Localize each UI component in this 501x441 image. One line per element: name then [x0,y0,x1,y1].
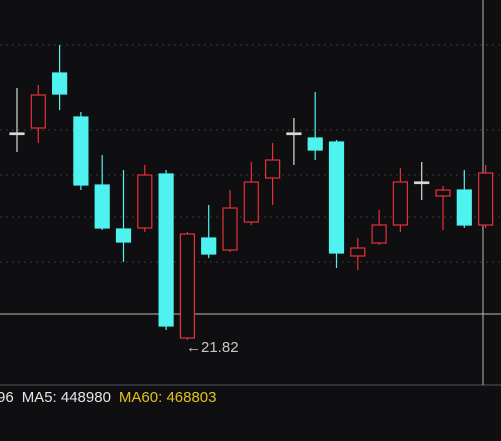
candle-body [456,189,472,226]
candle-body [371,224,387,244]
candle-body [350,247,366,257]
legend-entry: 96 [0,389,14,406]
legend-entry: MA5: 448980 [22,389,111,406]
candle-body [435,189,451,197]
candle-body [9,132,25,136]
candle-body [115,228,132,243]
candle-body [222,207,238,251]
candle-body [158,173,174,327]
candle-body [201,237,217,255]
candle-body [265,159,281,179]
candle-body [414,181,430,185]
candle-body [243,181,259,223]
candle-body [328,141,345,254]
candle-body [30,94,46,129]
candles [9,45,494,340]
legend-entry: MA60: 468803 [119,389,217,406]
low-annotation: ←21.82 [186,339,239,356]
candle-body [307,137,323,151]
candle-body [94,184,110,229]
candle-body [73,116,89,186]
candle-body [478,172,494,226]
candle-body [392,181,408,226]
candle-body [286,132,302,136]
candle-body [137,174,153,229]
candle-body [51,72,68,95]
legend: 96 MA5: 448980 MA60: 468803 [0,389,217,406]
candle-body [179,233,195,339]
